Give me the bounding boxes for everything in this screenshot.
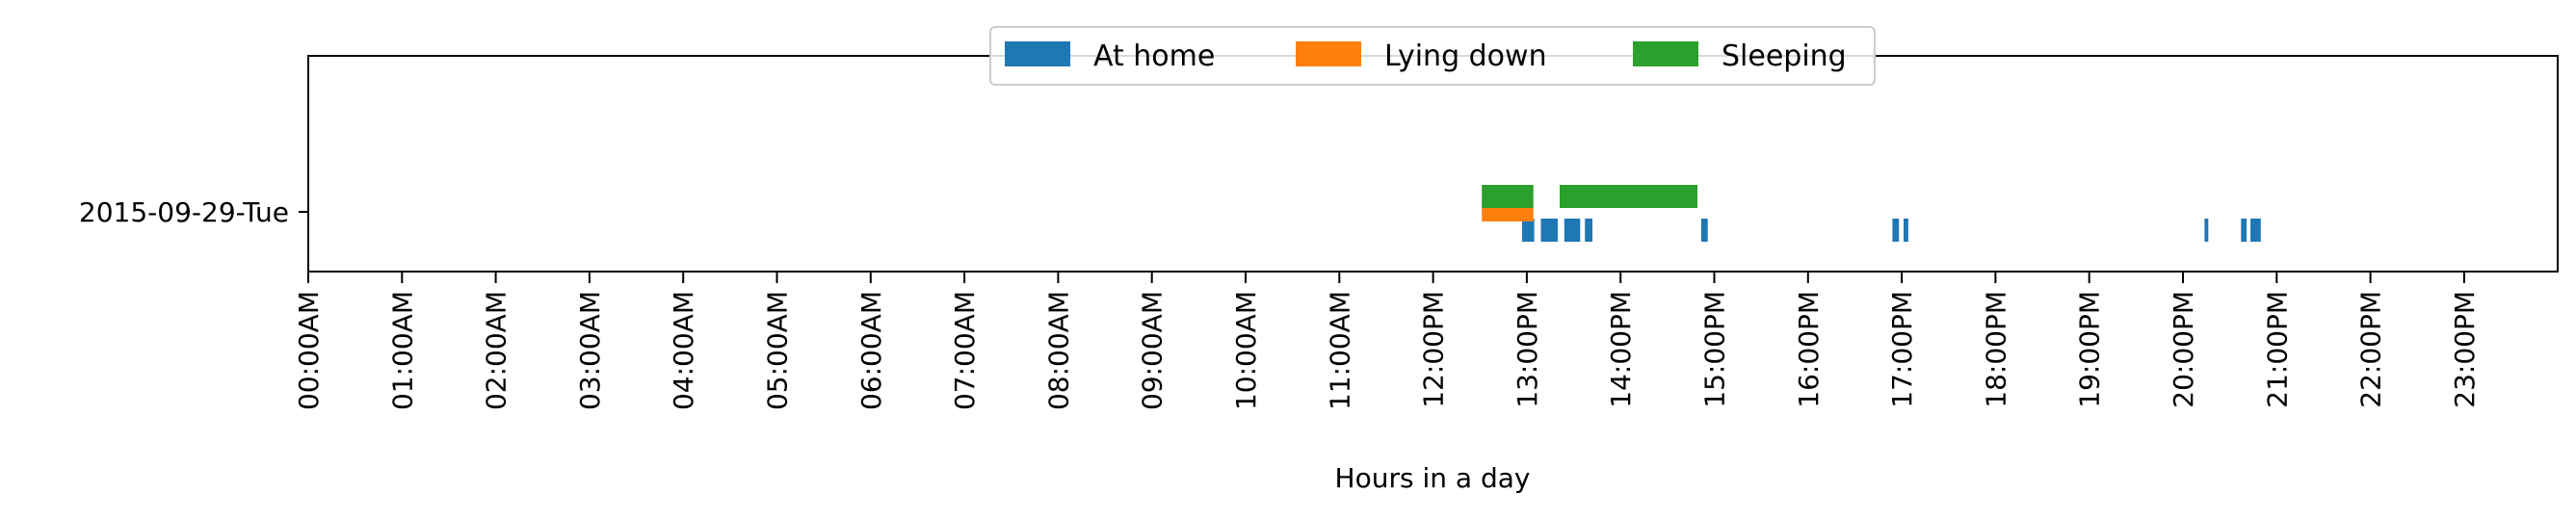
legend-swatch	[1633, 41, 1698, 66]
legend-label: Sleeping	[1722, 39, 1847, 73]
bar-at-home-9	[2250, 219, 2261, 242]
legend-swatch	[1005, 41, 1070, 66]
x-axis: 00:00AM 01:00AM 02:00AM 03:00AM 04:00AM 05:00…	[293, 272, 2481, 410]
x-tick-label: 11:00AM	[1324, 291, 1355, 410]
bar-at-home-5	[1892, 219, 1900, 242]
bar-at-home-4	[1700, 219, 1708, 242]
x-axis-label: Hours in a day	[1335, 462, 1531, 494]
legend: At home Lying down Sleeping	[989, 26, 1876, 86]
x-tick-label: 09:00AM	[1137, 291, 1169, 410]
x-tick-label: 20:00PM	[2168, 291, 2199, 408]
bar-at-home-7	[2204, 219, 2209, 242]
x-tick-label: 15:00PM	[1699, 291, 1731, 408]
x-tick-label: 00:00AM	[293, 291, 325, 410]
y-axis: 2015-09-29-Tue	[79, 196, 308, 228]
x-tick-label: 04:00AM	[668, 291, 699, 410]
x-tick-label: 02:00AM	[481, 291, 513, 410]
bar-sleeping-1	[1560, 185, 1697, 208]
x-tick-label: 22:00PM	[2355, 291, 2387, 408]
x-tick-label: 13:00PM	[1511, 291, 1543, 408]
bar-at-home-2	[1564, 219, 1581, 242]
y-tick-label: 2015-09-29-Tue	[79, 196, 289, 228]
bar-at-home-3	[1585, 219, 1592, 242]
bar-at-home-0	[1522, 219, 1535, 242]
bar-lying-down-0	[1482, 206, 1534, 221]
legend-swatch	[1296, 41, 1361, 66]
x-tick-label: 16:00PM	[1793, 291, 1825, 408]
data-marks	[1482, 185, 2261, 242]
x-tick-label: 19:00PM	[2074, 291, 2106, 408]
x-tick-label: 14:00PM	[1605, 291, 1637, 408]
x-tick-label: 17:00PM	[1886, 291, 1918, 408]
x-tick-label: 05:00AM	[762, 291, 794, 410]
legend-label: Lying down	[1384, 39, 1547, 73]
x-tick-label: 12:00PM	[1418, 291, 1450, 408]
x-tick-label: 07:00AM	[949, 291, 981, 410]
x-tick-label: 10:00AM	[1230, 291, 1262, 410]
x-tick-label: 23:00PM	[2449, 291, 2481, 408]
bar-sleeping-0	[1482, 185, 1534, 208]
x-tick-label: 03:00AM	[574, 291, 606, 410]
bar-at-home-6	[1904, 219, 1908, 242]
x-tick-label: 06:00AM	[855, 291, 887, 410]
bar-at-home-8	[2241, 219, 2247, 242]
legend-label: At home	[1093, 39, 1215, 73]
x-tick-label: 08:00AM	[1042, 291, 1074, 410]
x-tick-label: 21:00PM	[2261, 291, 2293, 408]
x-tick-label: 01:00AM	[386, 291, 418, 410]
bar-at-home-1	[1540, 219, 1558, 242]
x-tick-label: 18:00PM	[1980, 291, 2011, 408]
